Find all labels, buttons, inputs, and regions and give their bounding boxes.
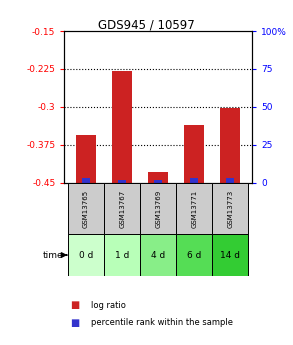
Text: GSM13765: GSM13765 [83, 189, 89, 228]
Bar [118, 180, 126, 183]
Text: log ratio: log ratio [91, 301, 126, 310]
Bar [104, 234, 140, 276]
Bar [226, 178, 234, 183]
Text: time: time [43, 250, 64, 259]
Bar [112, 70, 132, 183]
Text: 4 d: 4 d [151, 250, 165, 259]
Text: GSM13771: GSM13771 [191, 189, 197, 228]
Text: 0 d: 0 d [79, 250, 93, 259]
Text: GDS945 / 10597: GDS945 / 10597 [98, 19, 195, 32]
Text: 6 d: 6 d [187, 250, 202, 259]
Bar [154, 180, 162, 183]
Bar [82, 178, 90, 183]
Text: percentile rank within the sample: percentile rank within the sample [91, 318, 233, 327]
Bar [220, 108, 240, 183]
Bar [140, 183, 176, 234]
Text: 14 d: 14 d [220, 250, 240, 259]
Bar [104, 183, 140, 234]
Bar [184, 125, 204, 183]
Text: GSM13773: GSM13773 [227, 189, 233, 228]
Text: GSM13767: GSM13767 [119, 189, 125, 228]
Bar [212, 183, 248, 234]
Text: GSM13769: GSM13769 [155, 189, 161, 228]
Bar [176, 234, 212, 276]
Bar [68, 183, 104, 234]
Text: 1 d: 1 d [115, 250, 129, 259]
Bar [68, 234, 104, 276]
Text: ■: ■ [70, 300, 80, 310]
Bar [176, 183, 212, 234]
Text: ■: ■ [70, 318, 80, 327]
Bar [140, 234, 176, 276]
Bar [76, 135, 96, 183]
Bar [148, 172, 168, 183]
Bar [190, 178, 198, 183]
Bar [212, 234, 248, 276]
